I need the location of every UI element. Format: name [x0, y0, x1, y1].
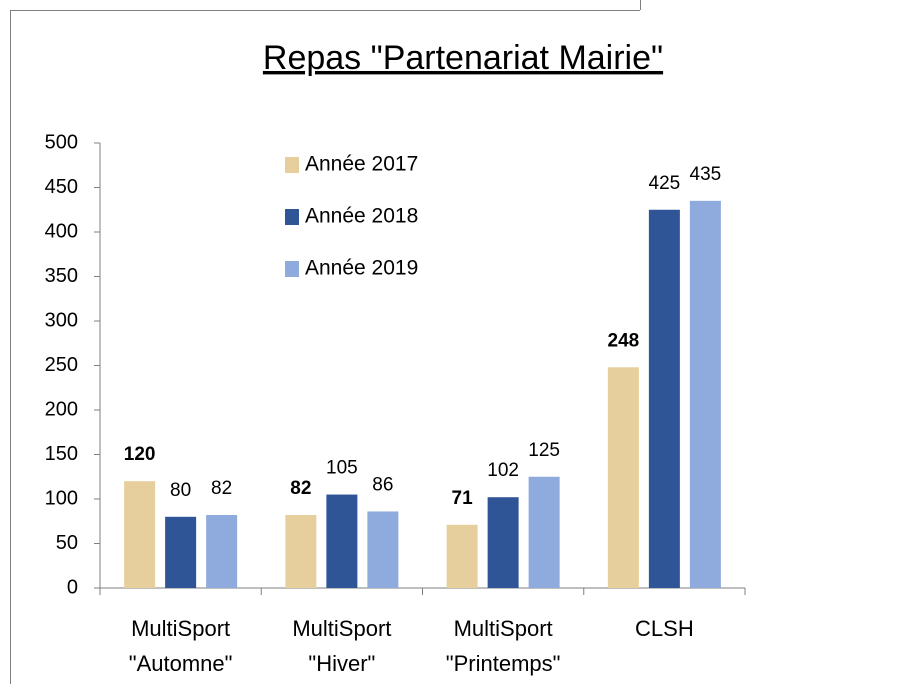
- y-tick-label: 200: [45, 398, 78, 420]
- bar: [648, 209, 680, 588]
- value-label: 435: [690, 164, 722, 185]
- value-label: 125: [528, 440, 560, 461]
- bar: [206, 515, 238, 588]
- bar: [285, 515, 317, 588]
- y-tick-label: 150: [45, 443, 78, 465]
- legend-label: Année 2017: [305, 153, 418, 176]
- y-tick-label: 300: [45, 309, 78, 331]
- x-tick-label: MultiSport: [292, 616, 391, 641]
- y-tick-label: 400: [45, 220, 78, 242]
- chart-title: Repas "Partenariat Mairie": [263, 39, 663, 77]
- value-label: 82: [211, 478, 232, 499]
- x-tick-label: "Hiver": [308, 651, 375, 676]
- value-label: 71: [452, 488, 474, 509]
- y-tick-label: 100: [45, 487, 78, 509]
- y-tick-label: 0: [67, 576, 78, 598]
- bar: [326, 494, 358, 588]
- x-tick-label: MultiSport: [131, 616, 230, 641]
- bar: [446, 524, 478, 588]
- value-label: 80: [170, 480, 191, 501]
- x-tick-label: "Printemps": [446, 651, 561, 676]
- bar: [607, 367, 639, 588]
- legend-swatch: [285, 261, 299, 277]
- legend-label: Année 2018: [305, 205, 418, 228]
- bar: [689, 200, 721, 588]
- y-tick-label: 450: [45, 176, 78, 198]
- bar: [165, 516, 197, 588]
- bar: [528, 476, 560, 588]
- bar: [487, 497, 519, 588]
- value-label: 102: [487, 460, 519, 481]
- value-label: 425: [649, 173, 681, 194]
- bar: [124, 481, 156, 588]
- legend-swatch: [285, 157, 299, 173]
- value-label: 86: [372, 474, 393, 495]
- y-tick-label: 350: [45, 265, 78, 287]
- value-label: 120: [124, 444, 156, 465]
- value-label: 248: [608, 330, 640, 351]
- y-tick-label: 250: [45, 354, 78, 376]
- bar: [367, 511, 399, 588]
- y-tick-label: 50: [56, 532, 78, 554]
- legend-label: Année 2019: [305, 257, 418, 280]
- x-tick-label: CLSH: [635, 616, 694, 641]
- value-label: 82: [290, 478, 311, 499]
- legend-swatch: [285, 209, 299, 225]
- value-label: 105: [326, 458, 358, 479]
- x-tick-label: MultiSport: [454, 616, 553, 641]
- x-tick-label: "Automne": [129, 651, 233, 676]
- y-tick-label: 500: [45, 131, 78, 153]
